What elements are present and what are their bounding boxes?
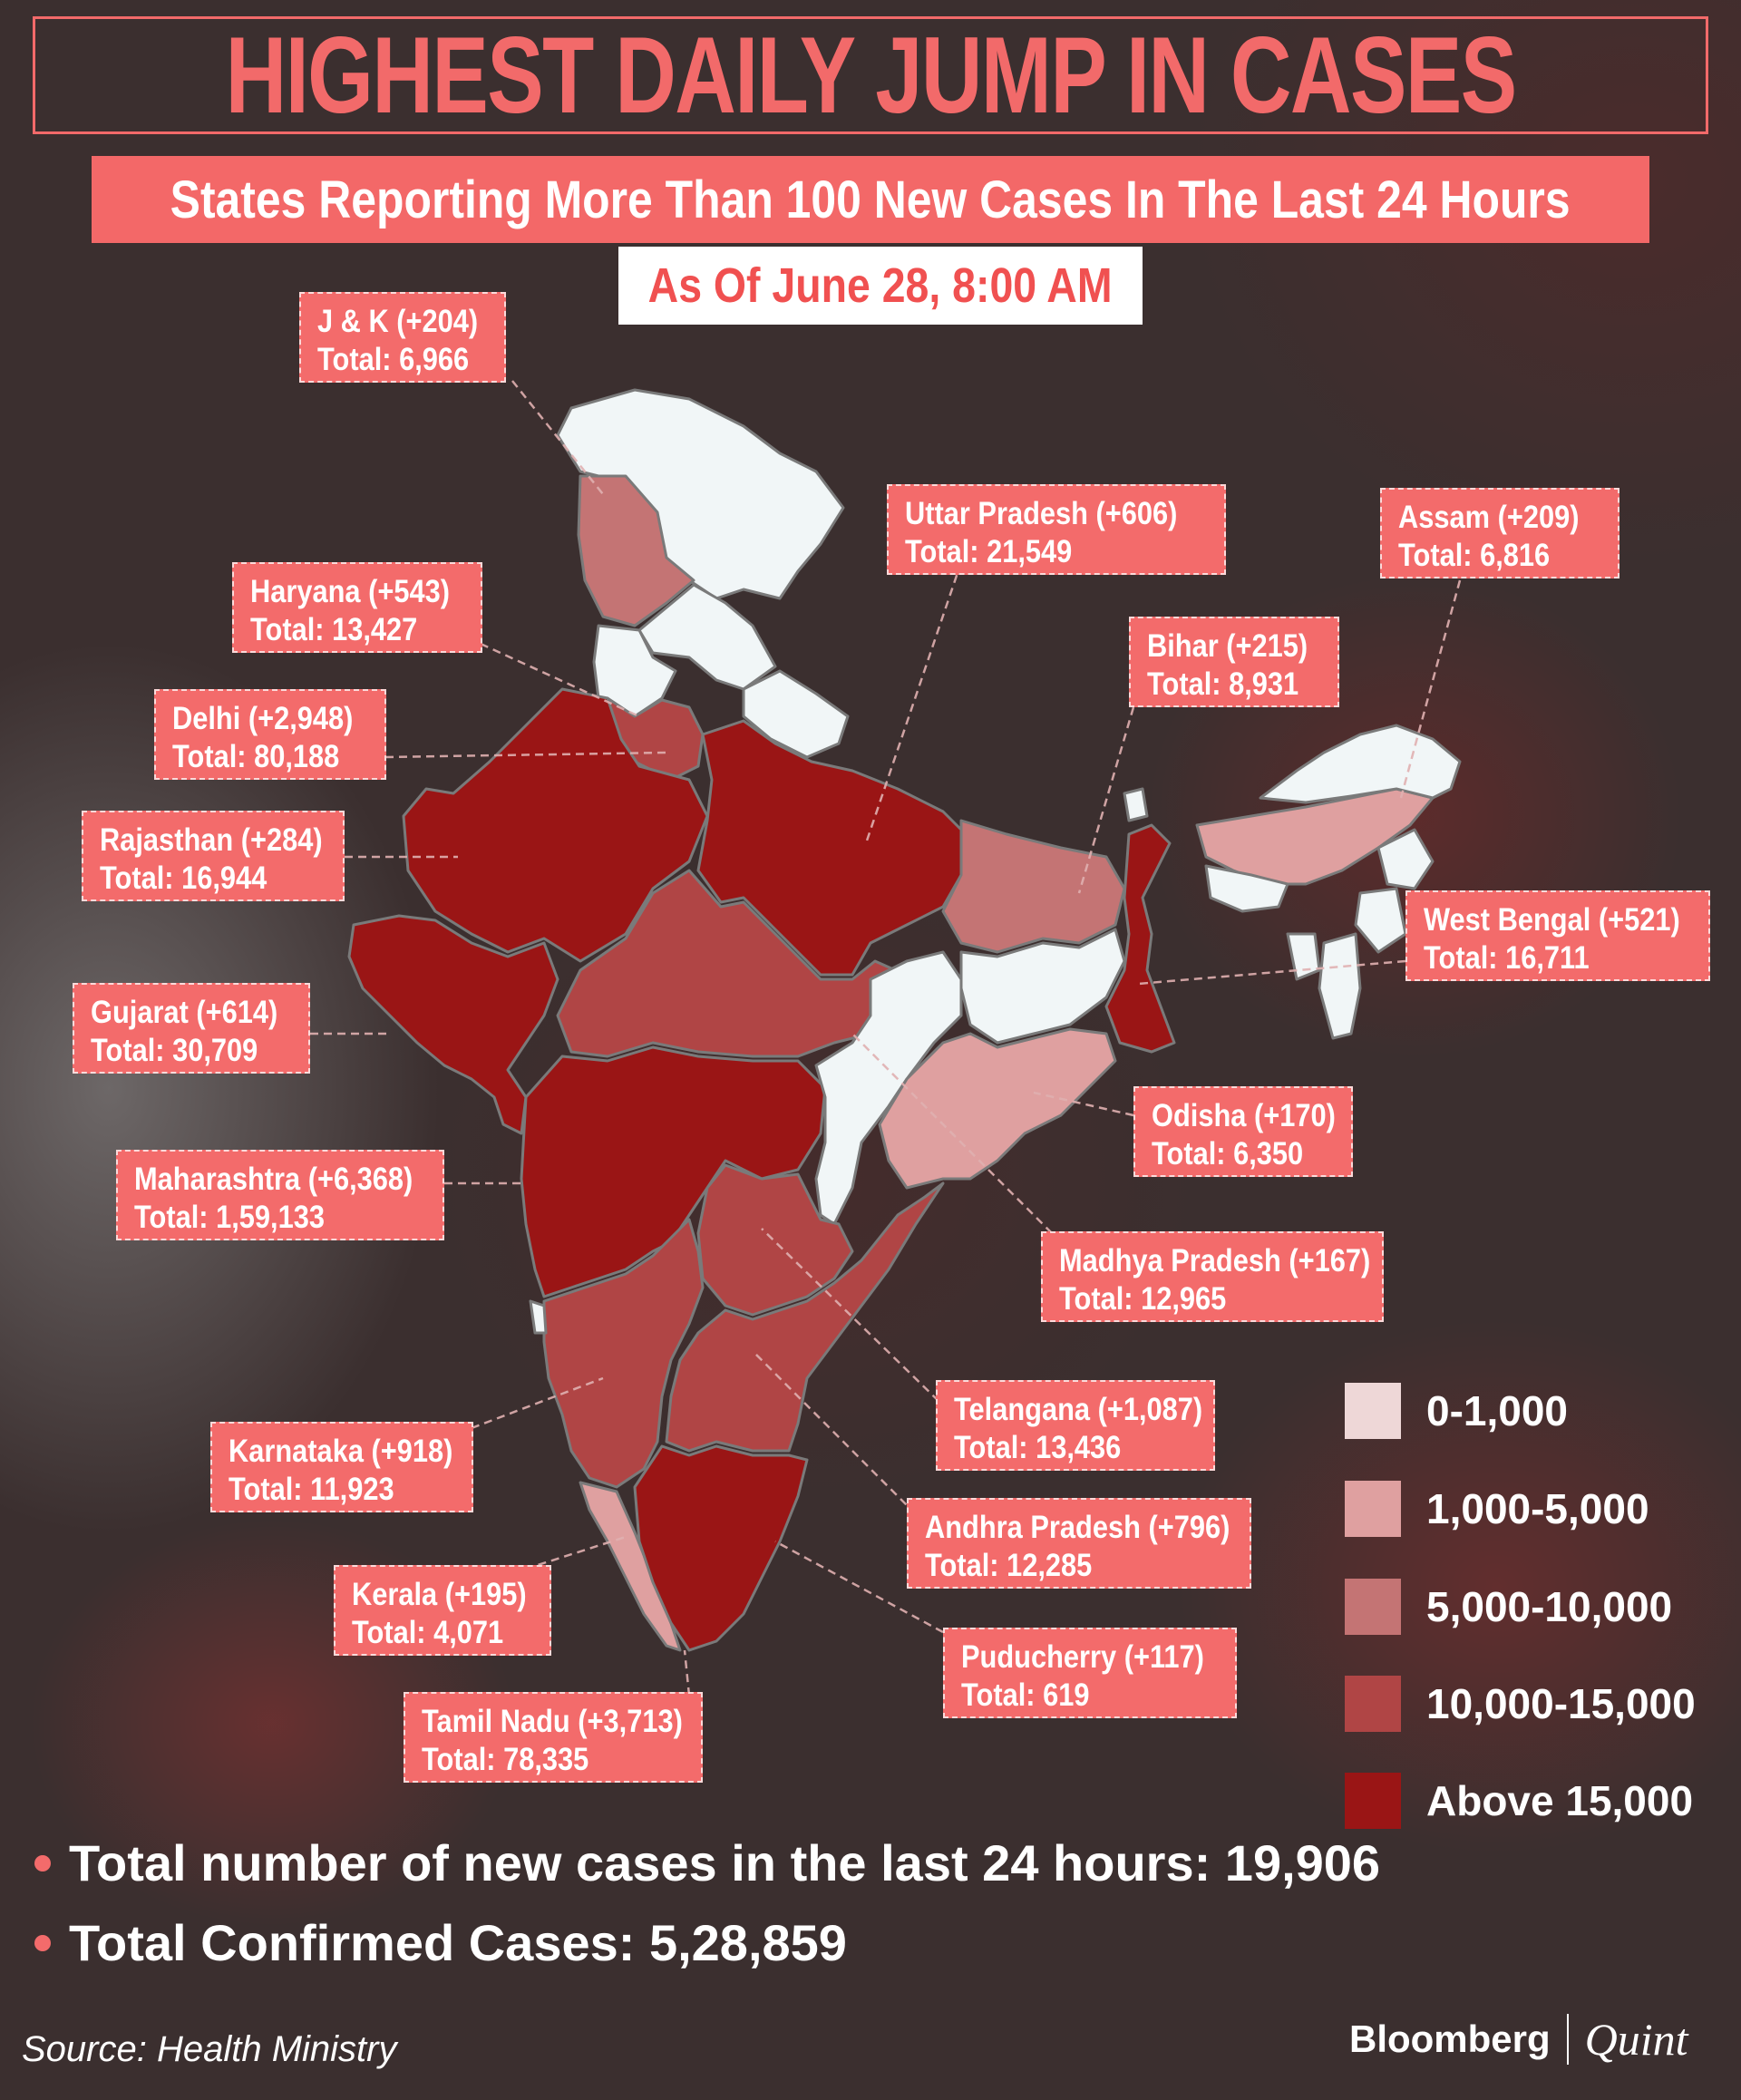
brand-logo: Bloomberg Quint <box>1349 2013 1688 2066</box>
date-banner: As Of June 28, 8:00 AM <box>618 247 1143 325</box>
state-uttarakhand <box>742 669 850 759</box>
legend-item-5000-10000: 5,000-10,000 <box>1345 1579 1672 1635</box>
summary-new-cases: Total number of new cases in the last 24… <box>34 1833 1380 1892</box>
state-andhra-pradesh <box>665 1181 945 1453</box>
leader-bihar <box>1077 706 1135 894</box>
state-himachal <box>637 583 777 691</box>
leader-jk <box>511 380 604 495</box>
leader-tamil-nadu <box>683 1649 691 1697</box>
bullet-icon <box>34 1854 51 1872</box>
state-goa <box>529 1299 548 1335</box>
state-jharkhand <box>959 928 1126 1045</box>
state-jk <box>577 474 695 627</box>
title-frame: HIGHEST DAILY JUMP IN CASES <box>33 15 1708 136</box>
leader-delhi <box>384 751 667 759</box>
leader-telangana <box>761 1228 939 1402</box>
summary-confirmed-text: Total Confirmed Cases: 5,28,859 <box>69 1914 847 1971</box>
leader-west-bengal <box>1137 959 1406 986</box>
state-sikkim <box>1123 787 1149 822</box>
label-rajasthan: Rajasthan (+284) Total: 16,944 <box>82 811 345 901</box>
label-tamil-nadu: Tamil Nadu (+3,713) Total: 78,335 <box>404 1692 703 1783</box>
legend-item-above-15000: Above 15,000 <box>1345 1773 1693 1829</box>
legend-item-1000-5000: 1,000-5,000 <box>1345 1481 1649 1537</box>
label-gujarat: Gujarat (+614) Total: 30,709 <box>73 983 310 1074</box>
legend-swatch <box>1345 1481 1401 1537</box>
label-delhi: Delhi (+2,948) Total: 80,188 <box>154 689 386 780</box>
label-bihar: Bihar (+215) Total: 8,931 <box>1129 617 1339 707</box>
leader-uttar-pradesh <box>864 561 963 844</box>
page-title: HIGHEST DAILY JUMP IN CASES <box>225 15 1517 136</box>
label-karnataka: Karnataka (+918) Total: 11,923 <box>210 1422 473 1512</box>
label-uttar-pradesh: Uttar Pradesh (+606) Total: 21,549 <box>887 484 1226 575</box>
label-haryana: Haryana (+543) Total: 13,427 <box>232 562 482 653</box>
state-rajasthan <box>402 687 709 963</box>
state-kerala <box>579 1481 682 1652</box>
state-arunachal <box>1259 724 1462 804</box>
state-west-bengal <box>1104 823 1176 1054</box>
label-west-bengal: West Bengal (+521) Total: 16,711 <box>1405 890 1710 981</box>
label-puducherry: Puducherry (+117) Total: 619 <box>943 1628 1237 1718</box>
state-telangana <box>696 1163 854 1317</box>
legend-swatch <box>1345 1773 1401 1829</box>
label-jk-line1: J & K (+204) <box>317 304 479 339</box>
label-maharashtra: Maharashtra (+6,368) Total: 1,59,133 <box>116 1150 444 1240</box>
summary-new-cases-text: Total number of new cases in the last 24… <box>69 1834 1381 1891</box>
brand-quint: Quint <box>1584 2014 1688 2065</box>
brand-divider <box>1566 2014 1569 2065</box>
state-uttar-pradesh <box>696 719 972 977</box>
state-mizoram <box>1318 932 1362 1040</box>
legend-swatch <box>1345 1579 1401 1635</box>
label-odisha: Odisha (+170) Total: 6,350 <box>1133 1086 1353 1177</box>
legend-swatch <box>1345 1676 1401 1732</box>
state-tripura <box>1286 932 1321 981</box>
state-maharashtra <box>520 1045 827 1298</box>
state-tamil-nadu <box>633 1444 809 1652</box>
leader-puducherry <box>774 1540 944 1634</box>
state-bihar <box>941 819 1126 954</box>
leader-andhra-pradesh <box>752 1350 917 1515</box>
source-note: Source: Health Ministry <box>22 2029 397 2069</box>
leader-madhya-pradesh <box>851 1033 1053 1234</box>
leader-assam <box>1399 579 1462 799</box>
leader-haryana <box>480 642 640 718</box>
label-jk-line2: Total: 6,966 <box>317 342 470 377</box>
legend-item-10000-15000: 10,000-15,000 <box>1345 1676 1696 1732</box>
label-madhya-pradesh: Madhya Pradesh (+167) Total: 12,965 <box>1041 1231 1384 1322</box>
subtitle-banner: States Reporting More Than 100 New Cases… <box>92 156 1649 243</box>
subtitle: States Reporting More Than 100 New Cases… <box>170 170 1571 229</box>
legend-swatch <box>1345 1383 1401 1439</box>
state-punjab <box>592 624 677 718</box>
brand-bloomberg: Bloomberg <box>1349 2017 1551 2060</box>
label-kerala: Kerala (+195) Total: 4,071 <box>334 1565 551 1656</box>
label-assam: Assam (+209) Total: 6,816 <box>1380 488 1619 578</box>
leader-odisha <box>1033 1091 1134 1117</box>
state-nagaland <box>1376 828 1435 890</box>
state-manipur <box>1354 887 1407 954</box>
label-andhra-pradesh: Andhra Pradesh (+796) Total: 12,285 <box>907 1498 1251 1589</box>
leader-karnataka <box>471 1376 604 1430</box>
date-text: As Of June 28, 8:00 AM <box>648 258 1113 313</box>
label-telangana: Telangana (+1,087) Total: 13,436 <box>936 1380 1215 1471</box>
state-meghalaya <box>1204 864 1289 913</box>
bullet-icon <box>34 1934 51 1951</box>
label-jk: J & K (+204) Total: 6,966 <box>299 292 506 383</box>
summary-confirmed: Total Confirmed Cases: 5,28,859 <box>34 1913 847 1972</box>
state-karnataka <box>542 1218 705 1489</box>
legend-item-0-1000: 0-1,000 <box>1345 1383 1568 1439</box>
